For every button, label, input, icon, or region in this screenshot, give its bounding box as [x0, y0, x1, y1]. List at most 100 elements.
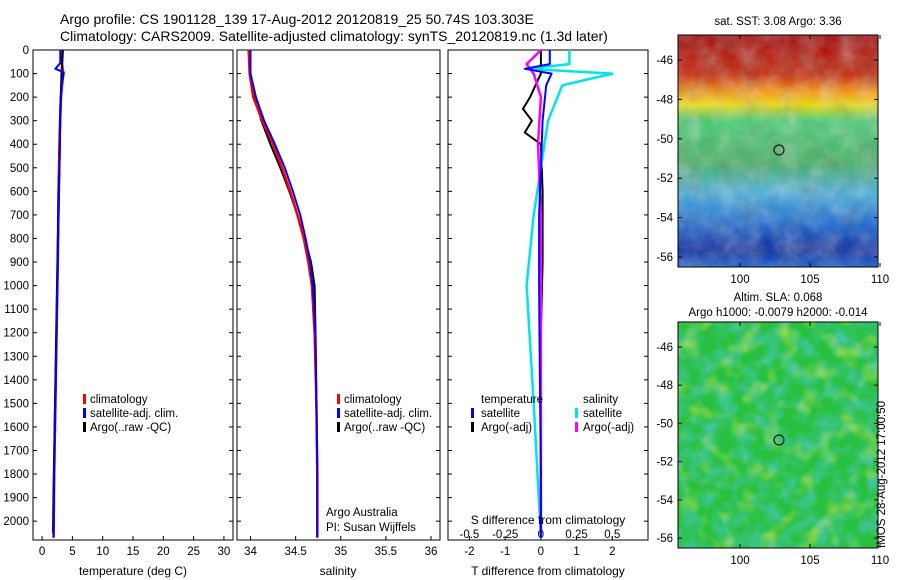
map-lat-label: -50	[656, 134, 673, 146]
legend-swatch-argo	[83, 422, 86, 432]
sla-argo-location-marker	[773, 434, 785, 446]
depth-tick-label: 500	[10, 163, 29, 175]
salinity-tick-label: 34	[244, 546, 257, 558]
map-lat-label: -50	[656, 418, 673, 430]
map-lon-label: 100	[730, 555, 749, 567]
legend-swatch-satellite	[83, 408, 86, 418]
sla-map-ticks: -46 -48 -50 -52 -54 -56 100 105 110	[656, 322, 889, 567]
map-lat-label: -46	[656, 342, 673, 354]
depth-tick-label: 800	[10, 233, 29, 245]
diff-s-tick-label: 0.25	[565, 529, 587, 541]
sst-title: sat. SST: 3.08 Argo: 3.36	[714, 16, 841, 28]
depth-tick-label: 900	[10, 257, 29, 269]
legend-s-satellite: satellite	[583, 408, 622, 420]
depth-tick-label: 0	[23, 45, 29, 57]
diff-s-tick-label: -0.25	[492, 529, 518, 541]
depth-tick-label: 100	[10, 69, 29, 81]
depth-tick-label: 600	[10, 186, 29, 198]
legend-t-satellite: satellite	[481, 408, 520, 420]
sla-map-frame	[677, 321, 879, 549]
legend-s-argo: Argo(-adj)	[583, 422, 634, 434]
s-difference-label: S difference from climatology	[471, 513, 626, 527]
map-lat-label: -48	[656, 94, 673, 106]
diff-t-tick-label: -1	[500, 546, 510, 558]
map-lat-label: -48	[656, 380, 673, 392]
temperature-tick-label: 25	[187, 546, 200, 558]
map-lat-label: -54	[656, 213, 673, 225]
legend-swatch-t-satellite	[471, 408, 474, 418]
sst-map: -46 -48 -50 -52 -54 -56 100 105 110	[656, 34, 889, 286]
difference-panel: -2 -1 0 1 2-0.5 -0.25 0 0.25 0.5	[460, 49, 620, 558]
depth-tick-label: 400	[10, 139, 29, 151]
depth-tick-label: 1900	[3, 493, 29, 505]
map-lon-label: 100	[730, 274, 749, 286]
sal-argo-line	[247, 49, 319, 533]
depth-axis: 0 100 200 300 400 500 600 700 800 900 1000 1100 1200…	[3, 45, 648, 528]
depth-tick-label: 1400	[3, 375, 29, 387]
map-lon-label: 105	[800, 274, 819, 286]
legend-t-argo: Argo(-adj)	[481, 422, 532, 434]
legend-satellite: satellite-adj. clim.	[90, 408, 178, 420]
difference-panel-frame	[447, 49, 649, 541]
plot-title-line1: Argo profile: CS 1901128_139 17-Aug-2012…	[60, 11, 534, 27]
map-lat-label: -54	[656, 495, 673, 507]
diff-s-tick-label: 0.5	[604, 529, 620, 541]
sst-map-ticks: -46 -48 -50 -52 -54 -56 100 105 110	[656, 35, 889, 286]
temperature-legend: climatology satellite-adj. clim. Argo(..…	[83, 394, 178, 434]
salinity-xlabel: salinity	[320, 564, 357, 578]
depth-tick-label: 300	[10, 116, 29, 128]
temperature-xlabel: temperature (deg C)	[79, 564, 187, 578]
diff-s-tick-label: -0.5	[460, 529, 480, 541]
diff-t-tick-label: 1	[573, 546, 579, 558]
temperature-tick-label: 5	[69, 546, 75, 558]
depth-tick-label: 1200	[3, 328, 29, 340]
imos-timestamp: IMOS 28-Aug-2012 17:00:50	[876, 400, 888, 548]
t-difference-xlabel: T difference from climatology	[471, 564, 625, 578]
sal-climatology-line	[247, 49, 319, 538]
temperature-tick-label: 0	[39, 546, 45, 558]
salinity-tick-label: 35	[334, 546, 347, 558]
legend-swatch-climatology	[337, 394, 340, 404]
sla-map: -46 -48 -50 -52 -54 -56 100 105 110	[656, 321, 889, 567]
legend-satellite: satellite-adj. clim.	[344, 408, 432, 420]
sla-title-line1: Altim. SLA: 0.068	[734, 292, 823, 304]
map-lat-label: -46	[656, 55, 673, 67]
legend-salinity-heading: salinity	[583, 394, 618, 406]
map-lat-label: -56	[656, 252, 673, 264]
depth-tick-label: 700	[10, 210, 29, 222]
depth-tick-label: 1800	[3, 469, 29, 481]
depth-tick-label: 200	[10, 92, 29, 104]
diff-t-tick-label: 0	[538, 546, 544, 558]
legend-swatch-t-argo	[471, 422, 474, 432]
depth-tick-label: 1300	[3, 351, 29, 363]
depth-tick-label: 2000	[3, 516, 29, 528]
map-lat-label: -52	[656, 173, 673, 185]
legend-swatch-s-satellite	[575, 408, 578, 418]
depth-tick-label: 1600	[3, 422, 29, 434]
depth-tick-label: 1000	[3, 281, 29, 293]
difference-legend: temperature salinity satellite Argo(-adj…	[471, 394, 634, 434]
legend-temperature-heading: temperature	[481, 394, 543, 406]
credit-pi: PI: Susan Wijffels	[326, 522, 416, 534]
legend-swatch-s-argo	[575, 422, 578, 432]
salinity-tick-label: 35.5	[375, 546, 397, 558]
legend-swatch-satellite	[337, 408, 340, 418]
plot-title-line2: Climatology: CARS2009. Satellite-adjuste…	[60, 28, 608, 44]
legend-argo: Argo(..raw -QC)	[344, 422, 425, 434]
temperature-tick-label: 20	[157, 546, 170, 558]
map-lon-label: 110	[871, 274, 889, 286]
legend-swatch-argo	[337, 422, 340, 432]
depth-tick-label: 1700	[3, 445, 29, 457]
diff-t-tick-label: -2	[464, 546, 474, 558]
legend-swatch-climatology	[83, 394, 86, 404]
salinity-panel: 34 34.5 35 35.5 36	[244, 49, 437, 558]
salinity-tick-label: 34.5	[284, 546, 306, 558]
temperature-tick-label: 30	[218, 546, 231, 558]
temperature-tick-label: 10	[96, 546, 109, 558]
sal-satellite-line	[249, 50, 319, 538]
diff-t-tick-label: 2	[609, 546, 615, 558]
temperature-panel: 0 5 10 15 20 25 30	[39, 49, 231, 558]
temperature-tick-label: 15	[127, 546, 140, 558]
map-lon-label: 105	[800, 555, 819, 567]
